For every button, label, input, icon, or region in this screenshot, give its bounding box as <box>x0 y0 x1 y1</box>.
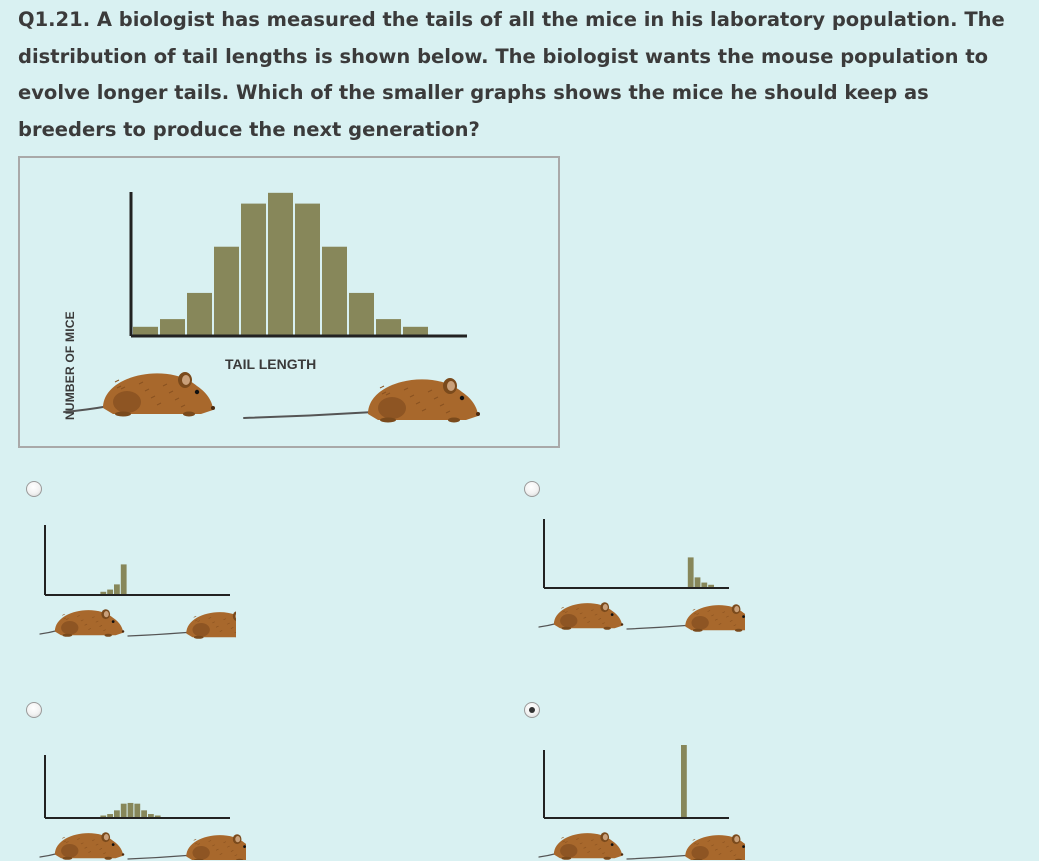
short-tail-mouse-icon <box>538 832 624 860</box>
bar-3 <box>214 246 239 335</box>
bar-9 <box>107 589 113 594</box>
bar-15 <box>148 814 154 817</box>
bar-22 <box>694 577 701 587</box>
bar-4 <box>241 203 266 335</box>
bar-13 <box>134 803 141 817</box>
bar-10 <box>114 810 120 817</box>
bar-9 <box>376 319 401 335</box>
bar-5 <box>268 192 293 335</box>
main-histogram <box>63 192 480 423</box>
option-a-figure[interactable] <box>36 520 236 645</box>
bar-11 <box>120 564 127 594</box>
question-text: Q1.21. A biologist has measured the tail… <box>18 8 1005 141</box>
bar-23 <box>701 582 708 587</box>
short-tail-mouse-icon <box>39 832 125 860</box>
short-tail-mouse-icon <box>39 609 125 637</box>
y-axis-label: NUMBER OF MICE <box>63 311 77 420</box>
bar-11 <box>120 803 127 817</box>
bar-21 <box>687 557 694 587</box>
long-tail-mouse-icon <box>243 378 480 423</box>
bar-24 <box>708 584 714 587</box>
bar-20 <box>681 745 687 817</box>
option-a-radio[interactable] <box>26 481 42 497</box>
option-b-radio[interactable] <box>524 481 540 497</box>
bar-6 <box>295 203 320 335</box>
option-d-figure[interactable] <box>535 745 745 860</box>
bar-7 <box>322 246 347 335</box>
bar-8 <box>100 815 107 817</box>
bar-10 <box>114 584 120 594</box>
bar-14 <box>141 810 147 817</box>
bar-8 <box>100 591 107 594</box>
bar-2 <box>187 292 212 335</box>
short-tail-mouse-icon <box>63 372 215 417</box>
option-b-figure[interactable] <box>535 515 745 640</box>
option-c-figure[interactable] <box>36 745 246 860</box>
bar-12 <box>127 802 134 817</box>
x-axis-label: TAIL LENGTH <box>225 356 317 372</box>
option-d-radio[interactable] <box>524 702 540 718</box>
short-tail-mouse-icon <box>538 602 624 630</box>
bar-1 <box>160 319 185 335</box>
main-figure: NUMBER OF MICE TAIL LENGTH <box>18 156 560 448</box>
bar-9 <box>107 814 113 817</box>
long-tail-mouse-icon <box>626 834 745 860</box>
long-tail-mouse-icon <box>127 834 246 860</box>
bar-8 <box>349 292 374 335</box>
bar-0 <box>133 326 158 335</box>
long-tail-mouse-icon <box>127 611 236 639</box>
bar-10 <box>403 326 428 335</box>
long-tail-mouse-icon <box>626 604 745 632</box>
bar-16 <box>154 815 161 817</box>
option-c-radio[interactable] <box>26 702 42 718</box>
